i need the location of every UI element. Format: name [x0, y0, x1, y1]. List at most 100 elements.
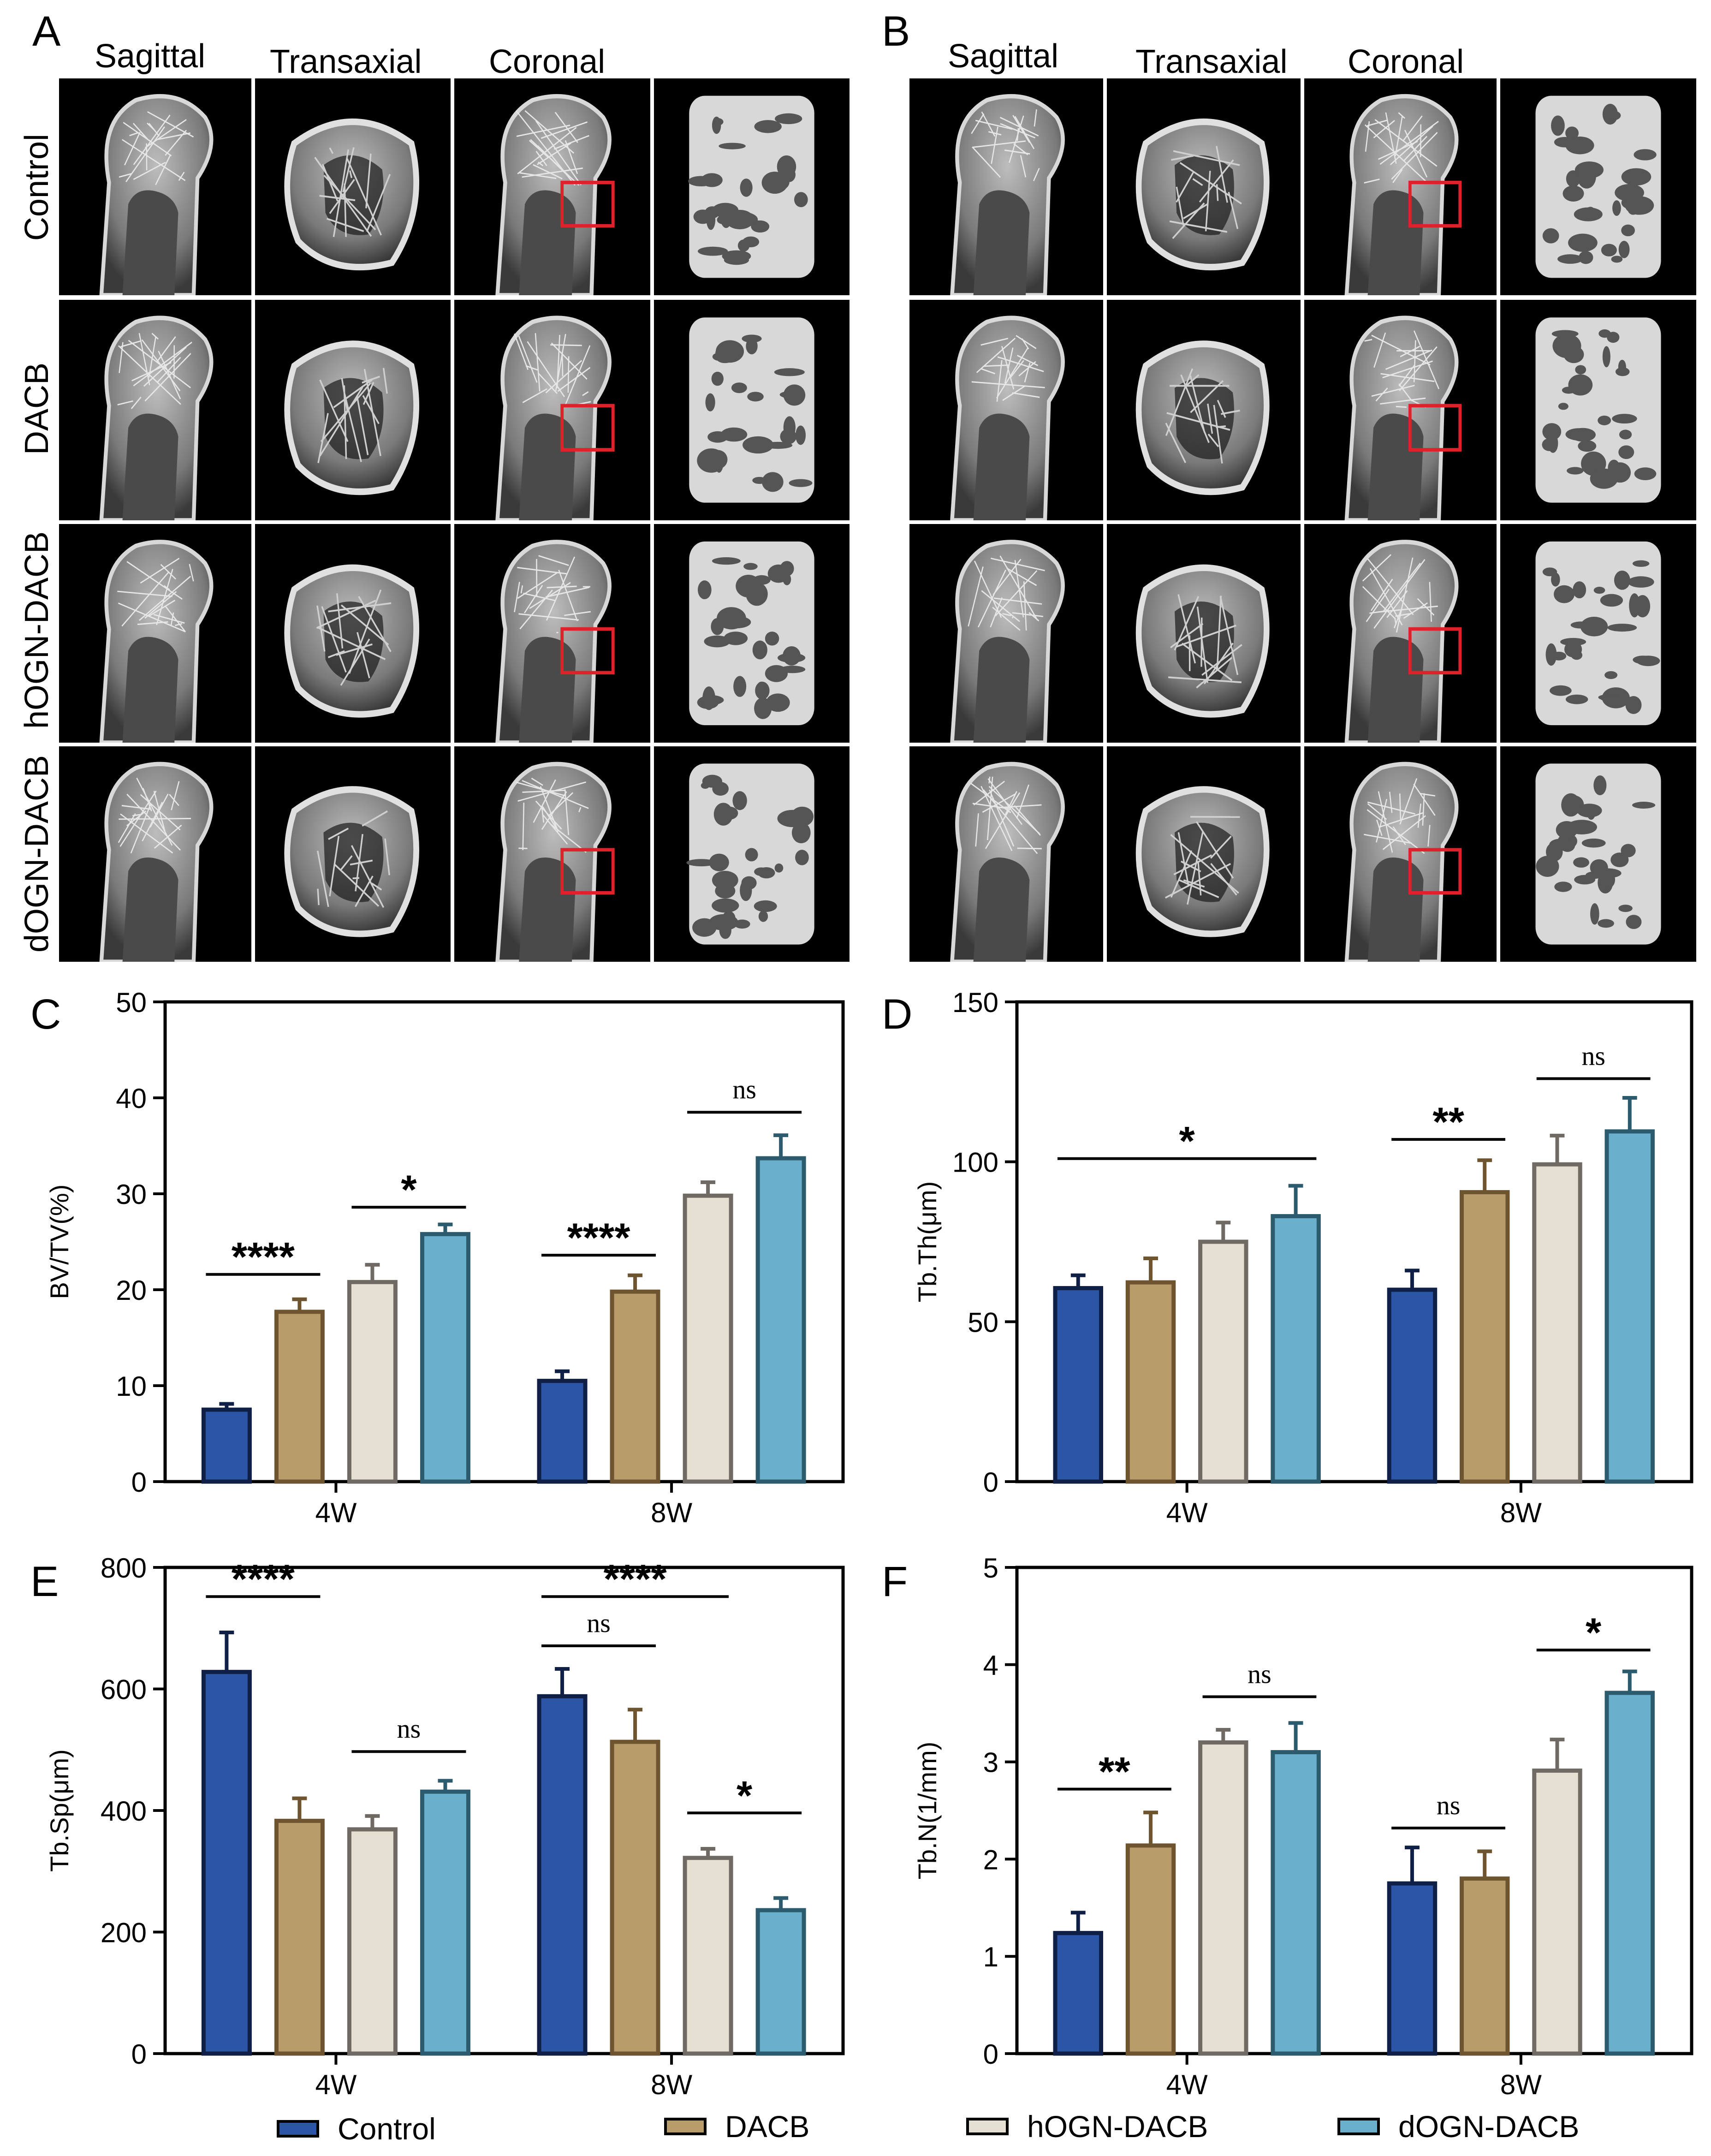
microct-b-hogn-dacb-coronal	[1304, 524, 1497, 743]
chart-f: F 0 1 2 3 4 5 Tb.N(1/mm) 4W 8W ** ns ns *	[882, 1553, 1693, 2100]
y-tick-label-e: 200	[101, 1918, 147, 1948]
y-tick-label-f: 4	[983, 1650, 998, 1681]
microct-a-control-coronal	[454, 78, 650, 295]
microct-b-dacb-roi	[1500, 300, 1696, 520]
plot-frame-d	[1015, 1000, 1693, 1483]
bar-e-dogn-dacb-4w	[420, 1789, 470, 2056]
y-tick-label-e: 800	[101, 1553, 147, 1584]
legend-item-dogn-dacb: dOGN-DACB	[1337, 2109, 1580, 2144]
bar-e-hogn-dacb-8w	[683, 1856, 733, 2056]
bar-c-dogn-dacb-8w	[755, 1156, 806, 1484]
panel-letter-e: E	[30, 1558, 59, 1605]
y-tick-label-c: 10	[116, 1371, 147, 1402]
microct-a-hogn-dacb-sagittal	[59, 524, 251, 743]
plot-frame-c	[163, 1000, 845, 1483]
x-tick-label-e: 4W	[315, 2069, 356, 2100]
microct-a-dacb-transaxial	[255, 300, 451, 520]
bar-f-dogn-dacb-8w	[1604, 1691, 1655, 2056]
y-tick-label-c: 20	[116, 1275, 147, 1306]
microct-a-dacb-sagittal	[59, 300, 251, 520]
bar-d-control-4w	[1053, 1286, 1104, 1484]
microct-b-hogn-dacb-roi	[1500, 524, 1696, 743]
microct-a-control-sagittal	[59, 78, 251, 295]
y-axis-label-e: Tb.Sp(μm)	[45, 1749, 74, 1872]
y-axis-label-c: BV/TV(%)	[45, 1185, 74, 1299]
significance-label-f: *	[1586, 1609, 1602, 1655]
x-tick-label-c: 8W	[651, 1497, 692, 1528]
panel-letter-a: A	[32, 8, 61, 55]
microct-a-dacb-roi	[654, 300, 850, 520]
bar-f-control-8w	[1387, 1881, 1438, 2056]
legend-label-control: Control	[338, 2112, 436, 2146]
y-tick-label-c: 0	[131, 1467, 147, 1498]
bar-d-control-8w	[1387, 1287, 1438, 1484]
microct-b-hogn-dacb-transaxial	[1107, 524, 1301, 743]
x-tick-label-d: 4W	[1166, 1497, 1208, 1528]
significance-label-c: ****	[232, 1234, 295, 1280]
significance-label-e: ns	[587, 1608, 611, 1638]
bar-d-hogn-dacb-4w	[1198, 1239, 1248, 1484]
significance-label-e: ns	[397, 1714, 421, 1744]
y-tick-label-d: 150	[952, 987, 998, 1018]
legend-item-dacb: DACB	[664, 2109, 810, 2144]
y-tick-label-f: 5	[983, 1553, 998, 1584]
y-tick-label-c: 30	[116, 1179, 147, 1210]
x-tick-label-f: 8W	[1500, 2069, 1542, 2100]
bar-c-control-8w	[537, 1379, 588, 1484]
microct-b-control-coronal	[1304, 78, 1497, 295]
significance-label-c: ns	[732, 1074, 756, 1104]
x-tick-label-f: 4W	[1166, 2069, 1208, 2100]
bar-f-dacb-4w	[1125, 1843, 1176, 2056]
microct-a-dogn-dacb-roi	[654, 746, 850, 962]
bar-d-dogn-dacb-8w	[1604, 1129, 1655, 1484]
view-label-sagittal-b: Sagittal	[948, 38, 1059, 75]
microct-b-dogn-dacb-roi	[1500, 746, 1696, 962]
x-tick-label-d: 8W	[1500, 1497, 1542, 1528]
panel-letter-c: C	[30, 991, 61, 1038]
microct-a-hogn-dacb-roi	[654, 524, 850, 743]
bar-f-control-4w	[1053, 1931, 1104, 2056]
bar-d-dogn-dacb-4w	[1271, 1214, 1321, 1484]
y-axis-label-d: Tb.Th(μm)	[913, 1181, 942, 1302]
bar-d-dacb-8w	[1459, 1190, 1510, 1484]
microct-a-hogn-dacb-transaxial	[255, 524, 451, 743]
bar-e-control-4w	[201, 1670, 252, 2056]
significance-label-c: ****	[567, 1215, 631, 1260]
bar-f-hogn-dacb-8w	[1532, 1769, 1582, 2056]
bar-e-dacb-8w	[610, 1739, 660, 2056]
microct-b-control-roi	[1500, 78, 1696, 295]
significance-label-d: ns	[1581, 1041, 1605, 1071]
bar-c-control-4w	[201, 1407, 252, 1484]
legend-label-dogn-dacb: dOGN-DACB	[1398, 2109, 1580, 2144]
panel-letter-b: B	[882, 8, 910, 55]
significance-label-c: *	[401, 1167, 417, 1212]
microct-a-control-transaxial	[255, 78, 451, 295]
microct-a-dogn-dacb-sagittal	[59, 746, 251, 962]
microct-a-dacb-coronal	[454, 300, 650, 520]
y-tick-label-f: 0	[983, 2039, 998, 2070]
legend-item-hogn-dacb: hOGN-DACB	[966, 2109, 1208, 2144]
bar-e-dogn-dacb-8w	[755, 1908, 806, 2056]
y-tick-label-e: 0	[131, 2039, 147, 2070]
significance-label-d: *	[1179, 1118, 1195, 1164]
microct-b-hogn-dacb-sagittal	[909, 524, 1103, 743]
significance-label-e: ****	[232, 1556, 295, 1602]
y-tick-label-d: 100	[952, 1147, 998, 1178]
legend-item-control: Control	[277, 2112, 436, 2146]
significance-label-d: **	[1432, 1099, 1464, 1144]
bar-c-dacb-4w	[274, 1310, 325, 1484]
view-label-sagittal-a: Sagittal	[95, 38, 206, 75]
microct-b-dacb-coronal	[1304, 300, 1497, 520]
view-label-coronal-a: Coronal	[489, 43, 606, 80]
y-tick-label-f: 3	[983, 1747, 998, 1778]
microct-b-dogn-dacb-transaxial	[1107, 746, 1301, 962]
significance-label-f: ns	[1248, 1659, 1271, 1689]
bar-c-dogn-dacb-4w	[420, 1232, 470, 1484]
bar-e-control-8w	[537, 1694, 588, 2056]
legend-label-dacb: DACB	[725, 2109, 810, 2144]
microct-a-dogn-dacb-coronal	[454, 746, 650, 962]
significance-label-e: *	[737, 1772, 753, 1818]
bar-f-hogn-dacb-4w	[1198, 1740, 1248, 2056]
